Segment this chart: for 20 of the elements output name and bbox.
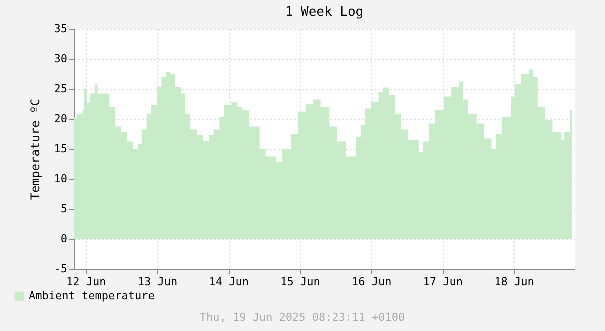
y-tick-label: 5 <box>60 202 68 216</box>
chart-title: 1 Week Log <box>285 5 364 20</box>
text: Thu, 19 Jun 2025 08:23:11 +0100 <box>198 311 406 324</box>
y-axis-title: Temperature ºC <box>28 98 42 200</box>
y-tick-label: 20 <box>54 112 68 126</box>
y-tick-label: 0 <box>60 232 68 246</box>
y-tick-label: -5 <box>54 262 68 276</box>
y-tick-label: 30 <box>54 52 68 66</box>
x-tick-label: 14 Jun <box>209 276 249 288</box>
x-tick-label: 15 Jun <box>280 276 320 288</box>
y-tick-label: 15 <box>54 142 68 156</box>
legend-label: Ambient temperature <box>29 290 155 302</box>
y-tick-label: 10 <box>54 172 68 186</box>
x-tick-label: 17 Jun <box>423 276 464 288</box>
x-tick-label: 18 Jun <box>494 276 534 288</box>
x-tick-label: 12 Jun <box>66 276 106 288</box>
x-tick-label: 13 Jun <box>138 276 178 288</box>
y-tick-label: 25 <box>54 82 68 96</box>
y-tick-label: 35 <box>54 22 68 36</box>
x-tick-label: 16 Jun <box>352 276 392 288</box>
